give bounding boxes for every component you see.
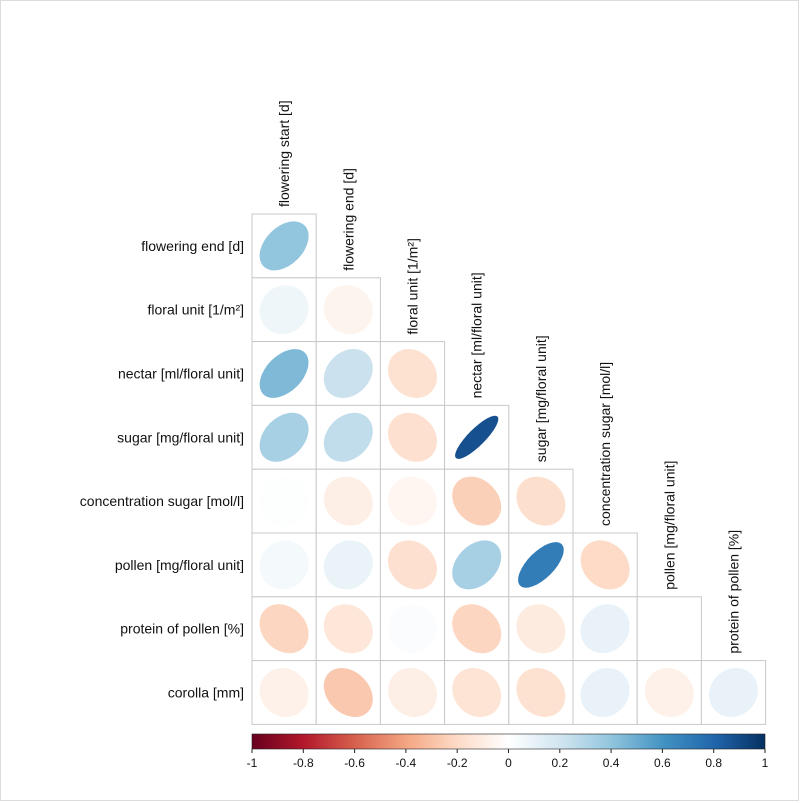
correlation-ellipse	[259, 221, 309, 271]
row-label: protein of pollen [%]	[120, 621, 244, 637]
correlation-ellipse	[580, 604, 630, 654]
correlation-ellipse	[259, 349, 309, 398]
correlation-ellipse	[388, 349, 437, 398]
correlation-ellipse	[388, 476, 437, 526]
correlation-ellipse	[259, 604, 309, 654]
correlation-ellipse	[259, 285, 309, 335]
column-label: concentration sugar [mol/l]	[597, 362, 613, 526]
correlation-ellipse	[323, 668, 373, 717]
colorbar-tick-label: 0.8	[705, 756, 722, 770]
correlation-ellipse	[259, 540, 309, 590]
column-label: pollen [mg/floral unit]	[661, 461, 677, 590]
correlation-ellipse	[388, 604, 437, 654]
row-label: pollen [mg/floral unit]	[115, 557, 244, 573]
correlation-ellipse	[323, 412, 373, 462]
correlation-ellipse	[580, 540, 630, 590]
correlation-ellipse	[644, 604, 694, 654]
column-label: protein of pollen [%]	[726, 530, 742, 654]
correlation-ellipse	[323, 604, 373, 654]
correlation-ellipse	[516, 604, 566, 654]
correlation-ellipse	[452, 476, 502, 526]
correlation-ellipse	[388, 668, 437, 717]
correlation-ellipse	[259, 412, 309, 462]
correlation-ellipse	[259, 476, 309, 526]
colorbar-tick-label: -1	[247, 756, 258, 770]
correlation-ellipse	[452, 604, 502, 654]
row-label: floral unit [1/m²]	[148, 302, 244, 318]
row-label: flowering end [d]	[141, 238, 244, 254]
correlation-ellipse	[709, 668, 758, 717]
column-label: flowering start [d]	[276, 100, 292, 207]
colorbar-tick-label: 1	[762, 756, 769, 770]
correlation-ellipse	[452, 540, 502, 590]
correlation-ellipse	[452, 668, 502, 717]
column-label: sugar [mg/floral unit]	[533, 335, 549, 462]
colorbar-tick-label: -0.4	[396, 756, 417, 770]
correlation-ellipse	[644, 668, 694, 717]
correlation-ellipse	[259, 668, 309, 717]
correlation-ellipse	[323, 349, 373, 398]
correlation-ellipse	[323, 540, 373, 590]
colorbar	[251, 733, 766, 750]
row-label: nectar [ml/floral unit]	[118, 366, 244, 382]
colorbar-tick-label: 0.6	[654, 756, 671, 770]
row-label: corolla [mm]	[168, 685, 244, 701]
colorbar-tick-label: 0.2	[551, 756, 568, 770]
row-label: concentration sugar [mol/l]	[80, 493, 244, 509]
column-label: floral unit [1/m²]	[405, 238, 421, 334]
correlation-ellipse	[518, 542, 564, 588]
colorbar-tick-label: -0.8	[293, 756, 314, 770]
correlation-ellipse	[580, 668, 630, 717]
colorbar-tick-label: 0	[505, 756, 512, 770]
correlation-ellipse	[323, 476, 373, 526]
correlation-ellipse	[388, 412, 437, 462]
correlation-ellipse	[516, 668, 566, 717]
correlation-ellipse	[455, 415, 499, 459]
correlation-ellipse	[323, 285, 373, 335]
column-label: nectar [ml/floral unit]	[469, 272, 485, 398]
correlation-ellipse	[388, 540, 437, 590]
row-label: sugar [mg/floral unit]	[117, 429, 244, 445]
colorbar-tick-label: 0.4	[603, 756, 620, 770]
column-label: flowering end [d]	[340, 168, 356, 271]
correlation-ellipse	[516, 476, 566, 526]
colorbar-tick-label: -0.2	[447, 756, 468, 770]
colorbar-tick-label: -0.6	[344, 756, 365, 770]
